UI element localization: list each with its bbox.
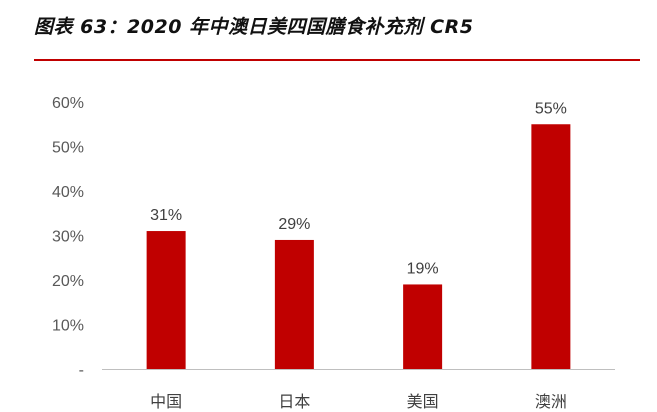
y-tick-label: 20%	[52, 273, 84, 290]
category-label: 澳洲	[535, 392, 567, 411]
y-tick-label: 60%	[52, 95, 84, 112]
y-tick-label: 50%	[52, 140, 84, 157]
figure-title: 图表 63：2020 年中澳日美四国膳食补充剂 CR5	[34, 16, 474, 38]
category-label: 日本	[278, 392, 310, 411]
category-labels: 中国 日本 美国 澳洲	[150, 392, 567, 411]
y-tick-labels: - 10% 20% 30% 40% 50% 60%	[52, 95, 84, 379]
data-labels: 31% 29% 19% 55%	[150, 100, 567, 277]
bar	[403, 284, 443, 369]
bar	[274, 239, 314, 369]
y-tick-label: 30%	[52, 229, 84, 246]
data-label: 55%	[535, 100, 567, 117]
category-label: 中国	[150, 392, 182, 411]
title-rule	[34, 59, 640, 61]
bars	[146, 124, 571, 369]
bar	[531, 124, 571, 369]
data-label: 31%	[150, 207, 182, 224]
data-label: 19%	[407, 260, 439, 277]
y-tick-label: 40%	[52, 184, 84, 201]
y-tick-label: 10%	[52, 318, 84, 335]
bar	[146, 231, 186, 369]
category-label: 美国	[407, 392, 439, 411]
y-tick-label: -	[79, 362, 84, 379]
data-label: 29%	[278, 216, 310, 233]
